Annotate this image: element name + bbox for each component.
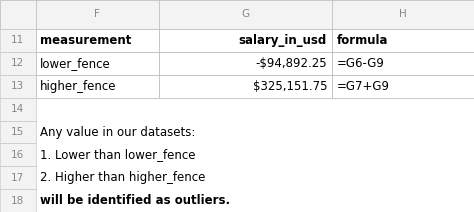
Bar [0, 75, 36, 98]
Text: will be identified as outliers.: will be identified as outliers. [40, 194, 230, 207]
Bar [159, 29, 332, 52]
Bar [332, 75, 474, 98]
Bar [0, 120, 36, 144]
Bar [36, 75, 159, 98]
Text: G: G [241, 9, 249, 19]
Text: 13: 13 [11, 81, 24, 91]
Text: higher_fence: higher_fence [40, 80, 117, 93]
Bar [0, 166, 36, 190]
Bar [0, 98, 36, 120]
Text: H: H [399, 9, 407, 19]
Bar [0, 29, 36, 52]
Text: lower_fence: lower_fence [40, 57, 111, 70]
Text: 15: 15 [11, 127, 24, 137]
Text: 1. Lower than lower_fence: 1. Lower than lower_fence [40, 148, 196, 162]
Text: =G6-G9: =G6-G9 [337, 57, 384, 70]
Bar [332, 29, 474, 52]
Text: 14: 14 [11, 104, 24, 114]
Bar [0, 52, 36, 75]
Text: 11: 11 [11, 35, 24, 45]
Text: 16: 16 [11, 150, 24, 160]
Bar [159, 75, 332, 98]
Text: Any value in our datasets:: Any value in our datasets: [40, 126, 196, 138]
Text: F: F [94, 9, 100, 19]
Text: $325,151.75: $325,151.75 [253, 80, 327, 93]
Bar [159, 52, 332, 75]
Text: salary_in_usd: salary_in_usd [239, 34, 327, 47]
Bar [0, 144, 36, 166]
Text: 17: 17 [11, 173, 24, 183]
Text: 12: 12 [11, 58, 24, 68]
Text: =G7+G9: =G7+G9 [337, 80, 390, 93]
Text: -$94,892.25: -$94,892.25 [255, 57, 327, 70]
Text: formula: formula [337, 34, 388, 47]
Text: 2. Higher than higher_fence: 2. Higher than higher_fence [40, 172, 206, 184]
Bar [36, 52, 159, 75]
Bar [36, 29, 159, 52]
Text: 18: 18 [11, 196, 24, 206]
Bar [0, 190, 36, 212]
Bar [332, 52, 474, 75]
Bar [0, 0, 474, 29]
Text: measurement: measurement [40, 34, 132, 47]
